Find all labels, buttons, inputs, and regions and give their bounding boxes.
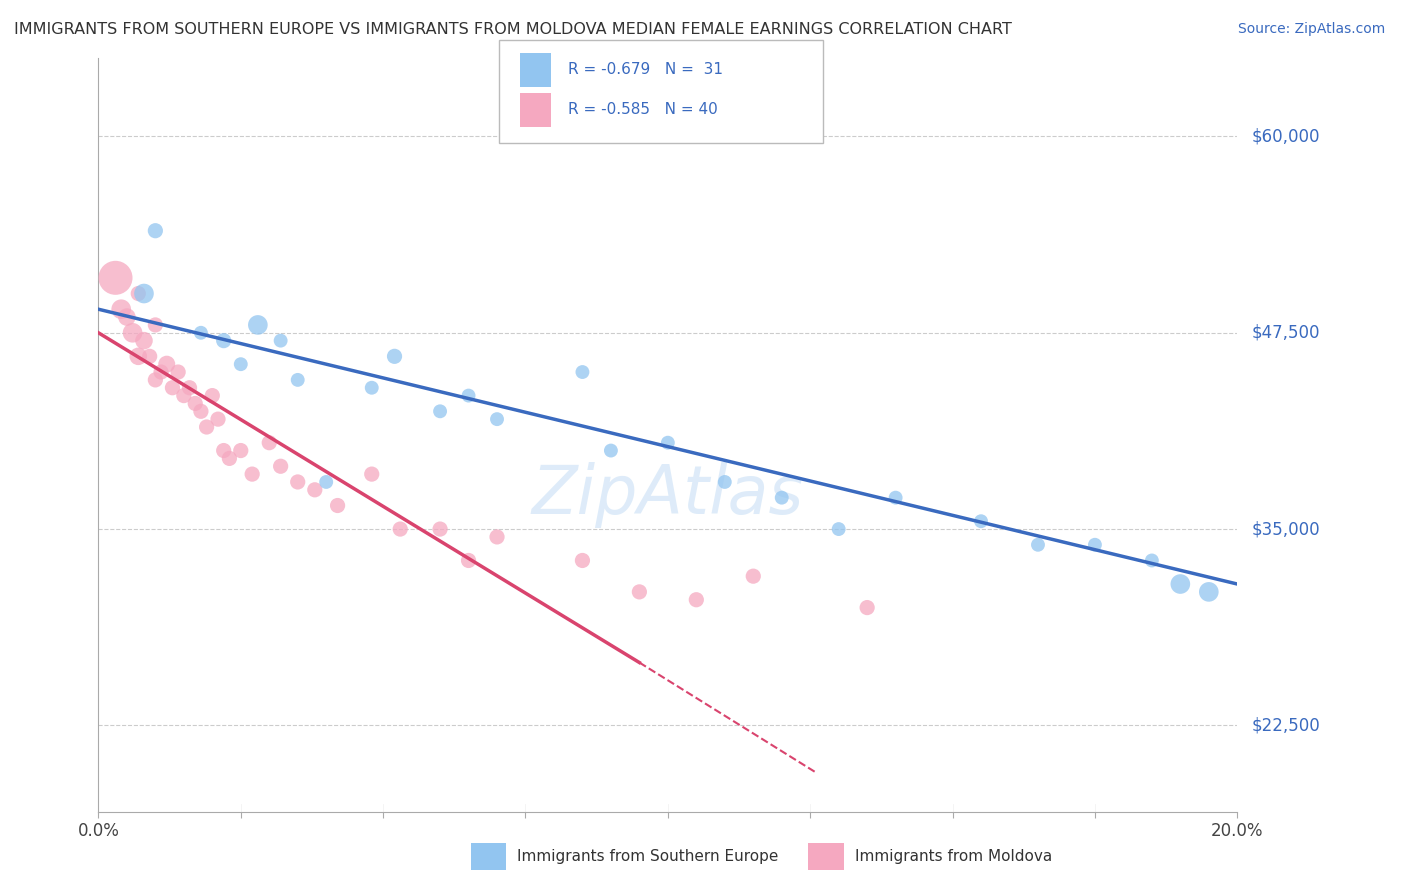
Text: $47,500: $47,500 xyxy=(1251,324,1320,342)
Point xyxy=(190,404,212,418)
Point xyxy=(429,522,451,536)
Text: Source: ZipAtlas.com: Source: ZipAtlas.com xyxy=(1237,22,1385,37)
Point xyxy=(167,365,190,379)
Point xyxy=(884,491,907,505)
Point xyxy=(229,443,252,458)
Point xyxy=(1140,553,1163,567)
Point xyxy=(657,435,679,450)
Point xyxy=(486,412,509,426)
Point xyxy=(212,334,235,348)
Point xyxy=(270,459,292,474)
Point xyxy=(145,318,167,332)
Text: R = -0.585   N = 40: R = -0.585 N = 40 xyxy=(568,103,718,117)
Text: $35,000: $35,000 xyxy=(1251,520,1320,538)
Point xyxy=(104,270,127,285)
Point xyxy=(1198,585,1220,599)
Point xyxy=(970,514,993,528)
Point xyxy=(685,592,707,607)
Point xyxy=(287,373,309,387)
Point xyxy=(138,349,160,363)
Point xyxy=(360,381,382,395)
Point xyxy=(486,530,509,544)
Point xyxy=(770,491,793,505)
Point xyxy=(1084,538,1107,552)
Text: Immigrants from Southern Europe: Immigrants from Southern Europe xyxy=(517,849,779,863)
Point xyxy=(389,522,412,536)
Point xyxy=(132,334,155,348)
Text: R = -0.679   N =  31: R = -0.679 N = 31 xyxy=(568,62,723,77)
Point xyxy=(828,522,851,536)
Point xyxy=(218,451,240,466)
Point xyxy=(571,553,593,567)
Point xyxy=(145,373,167,387)
Point xyxy=(127,349,149,363)
Point xyxy=(121,326,143,340)
Point xyxy=(145,224,167,238)
Point xyxy=(1170,577,1192,591)
Point xyxy=(212,443,235,458)
Point xyxy=(315,475,337,489)
Point xyxy=(190,326,212,340)
Point xyxy=(162,381,184,395)
Point xyxy=(229,357,252,371)
Point xyxy=(429,404,451,418)
Point xyxy=(1026,538,1049,552)
Point xyxy=(246,318,269,332)
Point xyxy=(195,420,218,434)
Text: IMMIGRANTS FROM SOUTHERN EUROPE VS IMMIGRANTS FROM MOLDOVA MEDIAN FEMALE EARNING: IMMIGRANTS FROM SOUTHERN EUROPE VS IMMIG… xyxy=(14,22,1012,37)
Point xyxy=(326,499,349,513)
Point xyxy=(156,357,179,371)
Point xyxy=(110,302,132,317)
Text: $22,500: $22,500 xyxy=(1251,716,1320,734)
Point xyxy=(628,585,651,599)
Point xyxy=(714,475,737,489)
Point xyxy=(600,443,623,458)
Point xyxy=(127,286,149,301)
Point xyxy=(571,365,593,379)
Point xyxy=(457,388,479,402)
Point xyxy=(201,388,224,402)
Point xyxy=(287,475,309,489)
Point xyxy=(150,365,173,379)
Point xyxy=(115,310,138,324)
Point xyxy=(240,467,263,482)
Point xyxy=(132,286,155,301)
Point xyxy=(270,334,292,348)
Point xyxy=(360,467,382,482)
Point xyxy=(184,396,207,410)
Point xyxy=(304,483,326,497)
Text: Immigrants from Moldova: Immigrants from Moldova xyxy=(855,849,1052,863)
Text: $60,000: $60,000 xyxy=(1251,128,1320,145)
Point xyxy=(384,349,406,363)
Point xyxy=(207,412,229,426)
Text: ZipAtlas: ZipAtlas xyxy=(531,462,804,528)
Point xyxy=(259,435,281,450)
Point xyxy=(173,388,195,402)
Point xyxy=(179,381,201,395)
Point xyxy=(856,600,879,615)
Point xyxy=(742,569,765,583)
Point xyxy=(457,553,479,567)
